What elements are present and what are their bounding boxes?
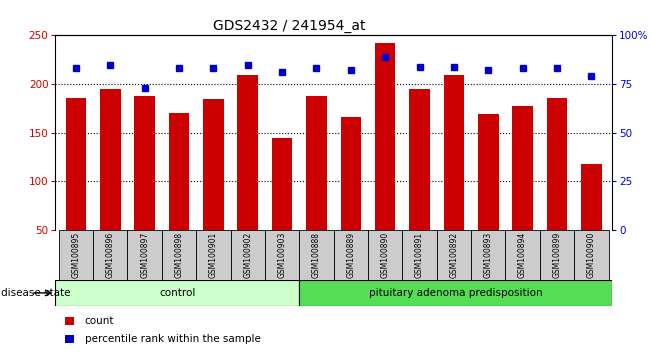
Bar [443,75,464,230]
Bar [203,99,224,230]
Bar [340,117,361,230]
Bar [196,230,230,280]
Bar [93,230,128,280]
Bar [306,96,327,230]
Text: GSM100898: GSM100898 [174,232,184,278]
Text: GSM100889: GSM100889 [346,232,355,278]
Bar [134,96,155,230]
Bar [265,230,299,280]
Text: GSM100895: GSM100895 [72,232,81,278]
Bar [471,230,505,280]
Bar [574,230,609,280]
Bar [59,230,93,280]
Bar [333,230,368,280]
Bar [299,230,333,280]
Bar [230,230,265,280]
Bar [162,230,196,280]
Bar [55,280,299,306]
Bar [368,230,402,280]
Text: percentile rank within the sample: percentile rank within the sample [85,334,260,344]
Text: GSM100903: GSM100903 [277,232,286,278]
Text: pituitary adenoma predisposition: pituitary adenoma predisposition [368,288,542,298]
Bar [540,230,574,280]
Text: GSM100902: GSM100902 [243,232,252,278]
Bar [402,230,437,280]
Text: GSM100888: GSM100888 [312,232,321,278]
Bar [581,164,602,230]
Text: GSM100894: GSM100894 [518,232,527,278]
Bar [128,230,162,280]
Bar [100,89,120,230]
Bar [238,75,258,230]
Text: count: count [85,316,114,326]
Bar [512,107,533,230]
Text: GSM100897: GSM100897 [140,232,149,278]
Bar [66,98,86,230]
Bar [375,43,395,230]
Text: control: control [159,288,195,298]
Title: GDS2432 / 241954_at: GDS2432 / 241954_at [213,19,365,33]
Bar [505,230,540,280]
Bar [271,138,292,230]
Bar [437,230,471,280]
Bar [409,89,430,230]
Text: GSM100900: GSM100900 [587,232,596,278]
Text: GSM100891: GSM100891 [415,232,424,278]
Bar [547,98,567,230]
Text: GSM100892: GSM100892 [449,232,458,278]
Bar [478,114,499,230]
Text: GSM100896: GSM100896 [106,232,115,278]
Bar [169,113,189,230]
Text: disease state: disease state [1,288,70,298]
Text: GSM100901: GSM100901 [209,232,218,278]
Text: GSM100893: GSM100893 [484,232,493,278]
Text: GSM100890: GSM100890 [381,232,390,278]
Bar [299,280,612,306]
Text: GSM100899: GSM100899 [553,232,561,278]
